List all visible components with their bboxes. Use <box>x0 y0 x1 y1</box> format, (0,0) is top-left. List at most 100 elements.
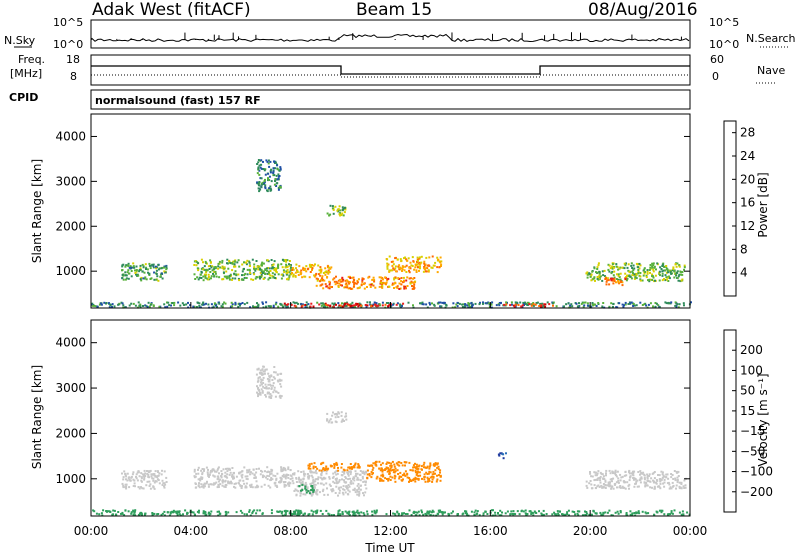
data-cell <box>671 481 674 484</box>
data-cell <box>216 475 219 478</box>
data-cell <box>243 513 246 516</box>
data-cell <box>358 490 361 493</box>
data-cell <box>310 485 313 488</box>
data-cell <box>407 257 410 260</box>
x-tick-label: 04:00 <box>174 524 209 538</box>
data-cell <box>280 467 283 470</box>
data-cell <box>363 471 366 474</box>
data-cell <box>250 278 253 281</box>
data-cell <box>606 484 609 487</box>
data-cell <box>176 513 179 516</box>
data-cell <box>312 510 315 513</box>
data-cell <box>284 259 287 261</box>
data-cell <box>356 472 359 475</box>
data-cell <box>398 277 401 280</box>
data-cell <box>243 261 245 264</box>
data-cell <box>285 303 288 306</box>
data-cell <box>416 256 419 259</box>
data-cell <box>207 273 210 276</box>
data-cell <box>301 489 304 491</box>
data-cell <box>520 510 523 513</box>
data-cell <box>642 274 645 277</box>
data-cell <box>280 273 283 276</box>
data-cell <box>166 511 169 514</box>
data-cell <box>280 385 283 388</box>
data-cell <box>238 279 241 282</box>
data-cell <box>396 469 399 472</box>
data-cell <box>400 277 403 279</box>
data-cell <box>420 465 423 468</box>
data-cell <box>627 263 630 266</box>
data-cell <box>201 471 204 474</box>
data-cell <box>311 269 313 271</box>
data-cell <box>153 481 156 484</box>
data-cell <box>341 305 344 308</box>
data-cell <box>312 465 315 468</box>
data-cell <box>272 304 275 307</box>
data-cell <box>412 466 415 469</box>
data-cell <box>255 480 258 483</box>
data-cell <box>320 469 323 472</box>
data-cell <box>624 301 627 304</box>
data-cell <box>658 279 661 282</box>
data-cell <box>122 263 125 266</box>
data-cell <box>416 468 419 470</box>
colorbar-tick-label: 4 <box>740 266 748 280</box>
data-cell <box>157 268 160 271</box>
data-cell <box>256 380 259 383</box>
data-cell <box>313 471 316 474</box>
data-cell <box>626 514 629 517</box>
data-cell <box>475 513 478 516</box>
data-cell <box>635 304 638 307</box>
noise-trace <box>90 32 690 43</box>
data-cell <box>397 277 400 280</box>
data-cell <box>420 255 423 258</box>
data-cell <box>256 391 258 394</box>
data-cell <box>474 509 477 512</box>
data-cell <box>651 275 653 278</box>
data-cell <box>605 280 608 283</box>
data-cell <box>620 476 623 479</box>
data-cell <box>340 411 343 414</box>
data-cell <box>154 480 157 483</box>
data-cell <box>345 412 347 415</box>
data-cell <box>647 279 649 282</box>
data-cell <box>498 454 501 457</box>
data-cell <box>670 487 673 490</box>
data-cell <box>311 487 314 490</box>
data-cell <box>602 302 605 304</box>
data-cell <box>604 487 607 489</box>
data-cell <box>524 301 526 304</box>
data-cell <box>372 462 375 465</box>
data-cell <box>314 483 317 486</box>
data-cell <box>256 305 259 308</box>
data-cell <box>283 485 286 488</box>
data-cell <box>393 278 396 281</box>
power-heatmap <box>91 159 692 309</box>
data-cell <box>612 477 615 480</box>
data-cell <box>218 302 221 305</box>
data-cell <box>533 510 536 513</box>
data-cell <box>350 482 353 485</box>
data-cell <box>643 478 646 481</box>
data-cell <box>226 275 229 278</box>
data-cell <box>326 306 329 309</box>
data-cell <box>632 305 635 307</box>
data-cell <box>606 511 609 514</box>
data-cell <box>153 487 156 490</box>
data-cell <box>425 514 428 517</box>
data-cell <box>354 462 357 465</box>
data-cell <box>155 278 158 281</box>
data-cell <box>645 304 648 307</box>
data-cell <box>347 281 350 283</box>
data-cell <box>335 280 338 283</box>
data-cell <box>658 509 661 512</box>
data-cell <box>204 275 207 278</box>
data-cell <box>303 472 306 475</box>
data-cell <box>323 303 326 306</box>
data-cell <box>314 510 317 513</box>
data-cell <box>428 470 431 473</box>
data-cell <box>381 286 384 289</box>
data-cell <box>346 280 349 283</box>
